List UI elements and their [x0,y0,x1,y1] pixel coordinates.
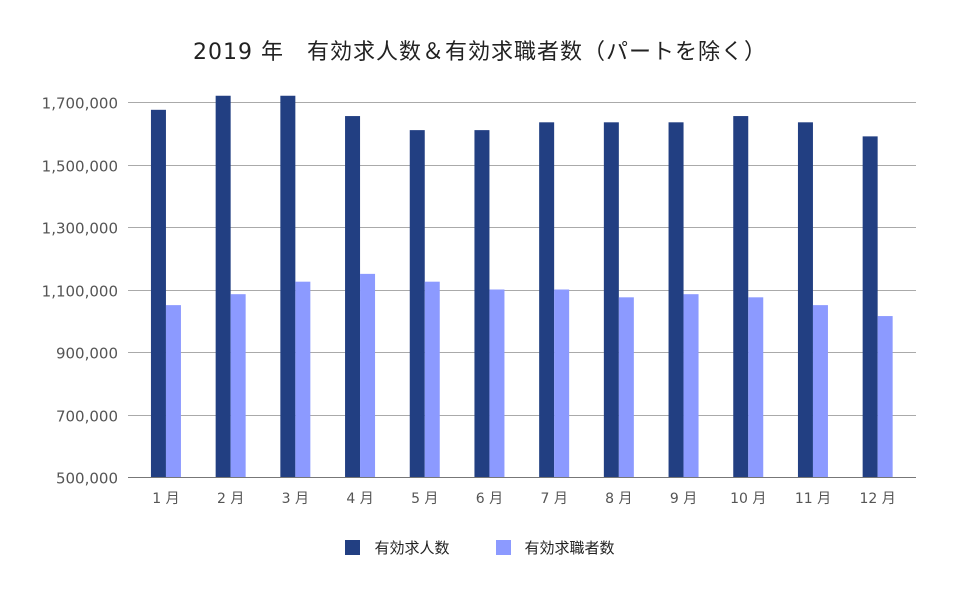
bar-job-seekers [618,297,634,477]
legend-swatch [495,540,511,555]
legend-swatch [345,540,361,555]
x-tick-label: 10 月 [730,491,766,507]
bar-job-openings [474,130,490,477]
bar-job-openings [603,122,619,477]
x-tick-label: 3 月 [282,491,309,507]
x-tick-label: 1 月 [152,491,179,507]
y-tick-label: 1,700,000 [42,95,118,113]
x-tick-label: 2 月 [217,491,244,507]
y-tick-label: 1,300,000 [42,220,118,238]
bar-job-seekers [230,294,246,477]
bar-job-openings [150,109,166,477]
y-tick-label: 700,000 [56,408,118,426]
x-tick-label: 8 月 [605,491,632,507]
bar-job-openings [733,116,749,477]
x-tick-label: 6 月 [476,491,503,507]
legend-label: 有効求職者数 [524,539,615,557]
x-tick-label: 7 月 [540,491,567,507]
bar-job-seekers [683,294,699,477]
legend: 有効求人数 有効求職者数 [0,537,960,558]
bar-job-seekers [812,305,828,477]
bar-job-seekers [748,297,764,477]
x-tick-label: 12 月 [860,491,896,507]
bar-job-seekers [360,273,376,477]
bar-job-seekers [165,305,181,477]
bar-job-seekers [877,316,893,477]
bar-job-openings [862,136,878,477]
bar-job-openings [797,122,813,477]
bar-job-seekers [295,281,311,477]
bar-job-openings [409,130,425,477]
bar-job-openings [345,116,361,477]
y-tick-label: 1,100,000 [42,283,118,301]
bar-job-openings [215,95,231,477]
legend-item-job-seekers: 有効求職者数 [495,537,615,558]
x-tick-label: 5 月 [411,491,438,507]
bar-job-seekers [489,289,505,477]
y-tick-label: 500,000 [56,470,118,488]
bar-job-openings [280,95,296,477]
bar-job-seekers [424,281,440,477]
x-tick-label: 4 月 [346,491,373,507]
bar-job-openings [668,122,684,477]
legend-item-job-openings: 有効求人数 [345,537,450,558]
legend-label: 有効求人数 [374,539,450,557]
x-tick-label: 9 月 [670,491,697,507]
chart-title: 2019 年 有効求人数＆有効求職者数（パートを除く） [193,40,767,65]
bar-job-seekers [554,289,570,477]
bar-job-openings [539,122,555,477]
y-tick-label: 900,000 [56,345,118,363]
x-tick-label: 11 月 [795,491,831,507]
y-tick-label: 1,500,000 [42,158,118,176]
